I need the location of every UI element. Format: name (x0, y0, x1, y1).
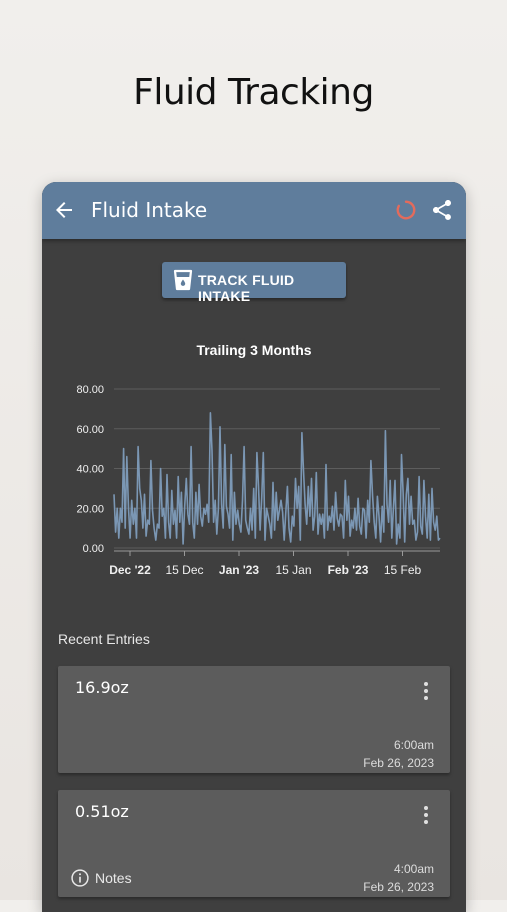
entry-card[interactable]: 16.9oz 6:00am Feb 26, 2023 (58, 666, 450, 773)
x-tick-label: 15 Dec (165, 563, 203, 577)
water-cup-icon (173, 269, 193, 291)
more-vert-icon[interactable] (414, 679, 438, 703)
entry-date: Feb 26, 2023 (363, 756, 434, 770)
chart-series-line (113, 411, 441, 545)
x-tick-label: Feb '23 (328, 563, 369, 577)
arrow-back-icon[interactable] (52, 198, 76, 222)
x-tick-label: 15 Jan (275, 563, 311, 577)
app-bar: Fluid Intake (42, 182, 466, 239)
loading-spinner-icon (396, 200, 416, 220)
y-tick-label: 0.00 (83, 543, 104, 555)
more-vert-icon[interactable] (414, 803, 438, 827)
x-tick-label: Jan '23 (219, 563, 260, 577)
share-icon[interactable] (430, 198, 454, 222)
x-tick-label: 15 Feb (384, 563, 422, 577)
info-icon (71, 869, 89, 887)
track-button-label: TRACK FLUID INTAKE (198, 272, 295, 304)
entry-date: Feb 26, 2023 (363, 880, 434, 894)
chart-title: Trailing 3 Months (196, 342, 312, 358)
fluid-intake-chart: 0.00 20.00 40.00 60.00 80.00 Dec '22 15 Dec Jan… (76, 384, 441, 577)
recent-entries-heading: Recent Entries (58, 631, 150, 647)
app-screen: Fluid Intake TRACK FLUID INTAKE Trailing… (42, 182, 466, 912)
entry-time: 4:00am (393, 862, 434, 876)
entry-card[interactable]: 0.51oz 4:00am Feb 26, 2023 Notes (58, 790, 450, 897)
x-tick-label: Dec '22 (109, 563, 151, 577)
y-tick-label: 80.00 (76, 384, 104, 396)
entry-amount: 0.51oz (75, 802, 129, 821)
y-tick-label: 60.00 (76, 424, 104, 436)
notes-link[interactable]: Notes (70, 867, 132, 889)
notes-label: Notes (95, 870, 132, 886)
entry-time: 6:00am (393, 738, 434, 752)
y-tick-label: 40.00 (76, 464, 104, 476)
promo-title: Fluid Tracking (133, 72, 374, 113)
track-fluid-intake-button[interactable]: TRACK FLUID INTAKE (162, 262, 346, 304)
app-bar-title: Fluid Intake (91, 198, 208, 222)
entry-amount: 16.9oz (75, 678, 129, 697)
y-tick-label: 20.00 (76, 503, 104, 515)
